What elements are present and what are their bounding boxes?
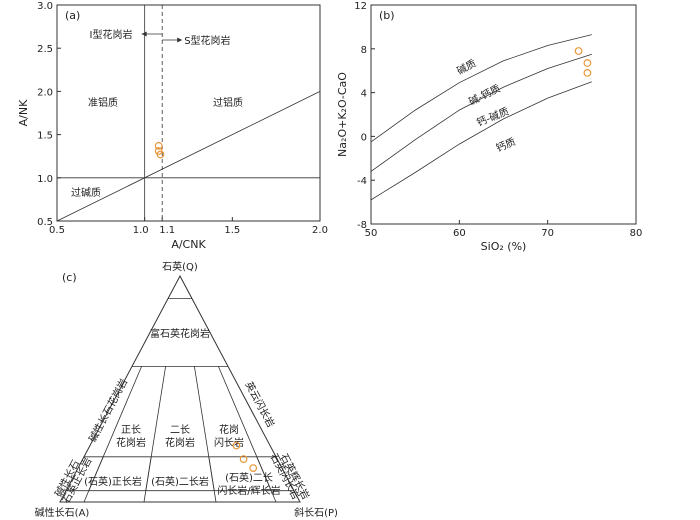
plot-a-y-tick-label: 3.0	[37, 1, 53, 12]
plot-c-field-label: (石英)二长岩	[151, 475, 209, 488]
plot-a-x-tick-label: 0.5	[49, 225, 65, 236]
plot-c-field-label: 闪长岩	[214, 436, 244, 449]
plot-c-field-boundary	[256, 456, 277, 503]
plot-b-x-axis-label: SiO₂ (%)	[481, 240, 527, 253]
plot-c-field-label: 富石英花岗岩	[150, 327, 210, 340]
plot-b-boundary-curve	[370, 34, 592, 143]
plot-b-x-tick-label: 50	[365, 228, 378, 239]
plot-a-x-tick-label: 1.1	[159, 225, 175, 236]
plot-c-data-point	[239, 455, 248, 464]
plot-c-data-point	[232, 441, 241, 450]
plot-a-x-tick-label: 1.0	[133, 225, 149, 236]
plot-b-x-tick-label: 80	[630, 228, 643, 239]
plot-a-annotation-s-type: S型花岗岩	[184, 34, 230, 47]
plot-c-field-boundary	[143, 456, 152, 503]
plot-b-y-tick-label: -4	[357, 176, 367, 187]
plot-b-field-label: 钙质	[494, 135, 517, 155]
plot-b-y-tick-label: 12	[354, 1, 367, 12]
plot-b-x-tick-label: 70	[541, 228, 554, 239]
plot-b-panel-label: (b)	[379, 9, 395, 22]
plot-b-frame	[370, 4, 637, 225]
plot-b-field-label: 碱-钙质	[467, 82, 503, 108]
plot-b-boundary-curve	[370, 81, 592, 201]
plot-c-field-label: (石英)正长岩	[84, 475, 142, 488]
plot-b-data-point	[583, 68, 592, 77]
plot-a-arrowhead-i-type	[141, 31, 147, 37]
plot-c-field-label: 二长	[170, 424, 190, 436]
plot-a-y-tick-label: 2.5	[37, 44, 53, 55]
plot-a-y-tick-label: 1.0	[37, 174, 53, 185]
plot-c-qap-ternary: 石英(Q)碱性长石(A) 斜长石(P)(c)富石英花岗岩碱性长石花岗岩正长花岗岩二…	[35, 260, 338, 519]
plot-c-field-label: (石英)二长	[225, 471, 273, 484]
plot-b-data-point	[583, 59, 592, 67]
plot-a-x-tick-label: 1.5	[224, 225, 240, 236]
plot-b-y-tick-label: 0	[361, 132, 367, 143]
plot-a-annotation-i-type: I型花岗岩	[90, 28, 133, 41]
plot-c-field-label: 闪长岩/辉长岩	[217, 484, 280, 497]
plot-c-data-point	[249, 464, 258, 473]
plot-c-field-label: 花岗	[219, 423, 239, 436]
plot-c-field-boundary	[83, 456, 104, 503]
plot-b-y-tick-label: 4	[361, 89, 367, 100]
plot-c-triangle-frame	[59, 274, 301, 503]
plot-b-y-axis-label: Na₂O+K₂O-CaO	[336, 72, 349, 157]
plot-c-apex-label-q: 石英(Q)	[162, 260, 198, 273]
plot-c-apex-label-a: 碱性长石(A)	[35, 506, 90, 519]
plot-b-x-tick-label: 60	[453, 228, 466, 239]
plot-c-field-label: 正长	[121, 424, 141, 436]
plot-c-field-label: 花岗岩	[116, 436, 146, 449]
plot-b-y-tick-label: -8	[357, 220, 367, 231]
plot-a-diagonal-line	[56, 91, 321, 222]
plot-a-field-label: 过碱质	[71, 186, 101, 199]
plot-a-field-label: 过铝质	[213, 96, 243, 109]
plot-a-y-tick-label: 0.5	[37, 217, 53, 228]
plot-a-y-axis-label: A/NK	[17, 99, 30, 126]
plot-a-field-label: 准铝质	[88, 97, 118, 109]
plot-c-field-boundary	[208, 456, 217, 503]
plot-c-apex-label-p: 斜长石(P)	[294, 506, 338, 519]
plot-b-boundary-curve	[370, 53, 592, 172]
plot-a-y-tick-label: 1.5	[37, 131, 53, 142]
plot-a-frame	[56, 4, 321, 222]
plot-b-sio2-mali: 50 60 70 80 -8 -4 0 4 8 12 SiO₂ (%) Na₂O+K₂O-CaO (b)…	[336, 1, 642, 253]
plot-b-y-tick-label: 8	[361, 45, 367, 56]
plot-b-data-point	[574, 47, 583, 55]
plot-b-field-label: 碱质	[455, 57, 478, 77]
plot-a-panel-label: (a)	[65, 9, 80, 22]
plot-a-arrowhead-s-type	[177, 37, 183, 43]
plot-a-y-tick-label: 2.0	[37, 87, 53, 98]
plot-c-panel-label: (c)	[62, 271, 77, 284]
plot-a-x-axis-label: A/CNK	[171, 238, 206, 251]
plot-a-x-tick-label: 2.0	[312, 225, 328, 236]
plot-a-data-point	[154, 141, 163, 150]
plot-a-ac-nk-ank: 0.5 1.0 1.1 1.5 2.0 0.5 1.0 1.5 2.0 2.5 3.0 A/CNK A/…	[17, 1, 328, 251]
plot-a-data-point	[156, 150, 165, 159]
plot-c-field-label: 花岗岩	[165, 436, 195, 449]
